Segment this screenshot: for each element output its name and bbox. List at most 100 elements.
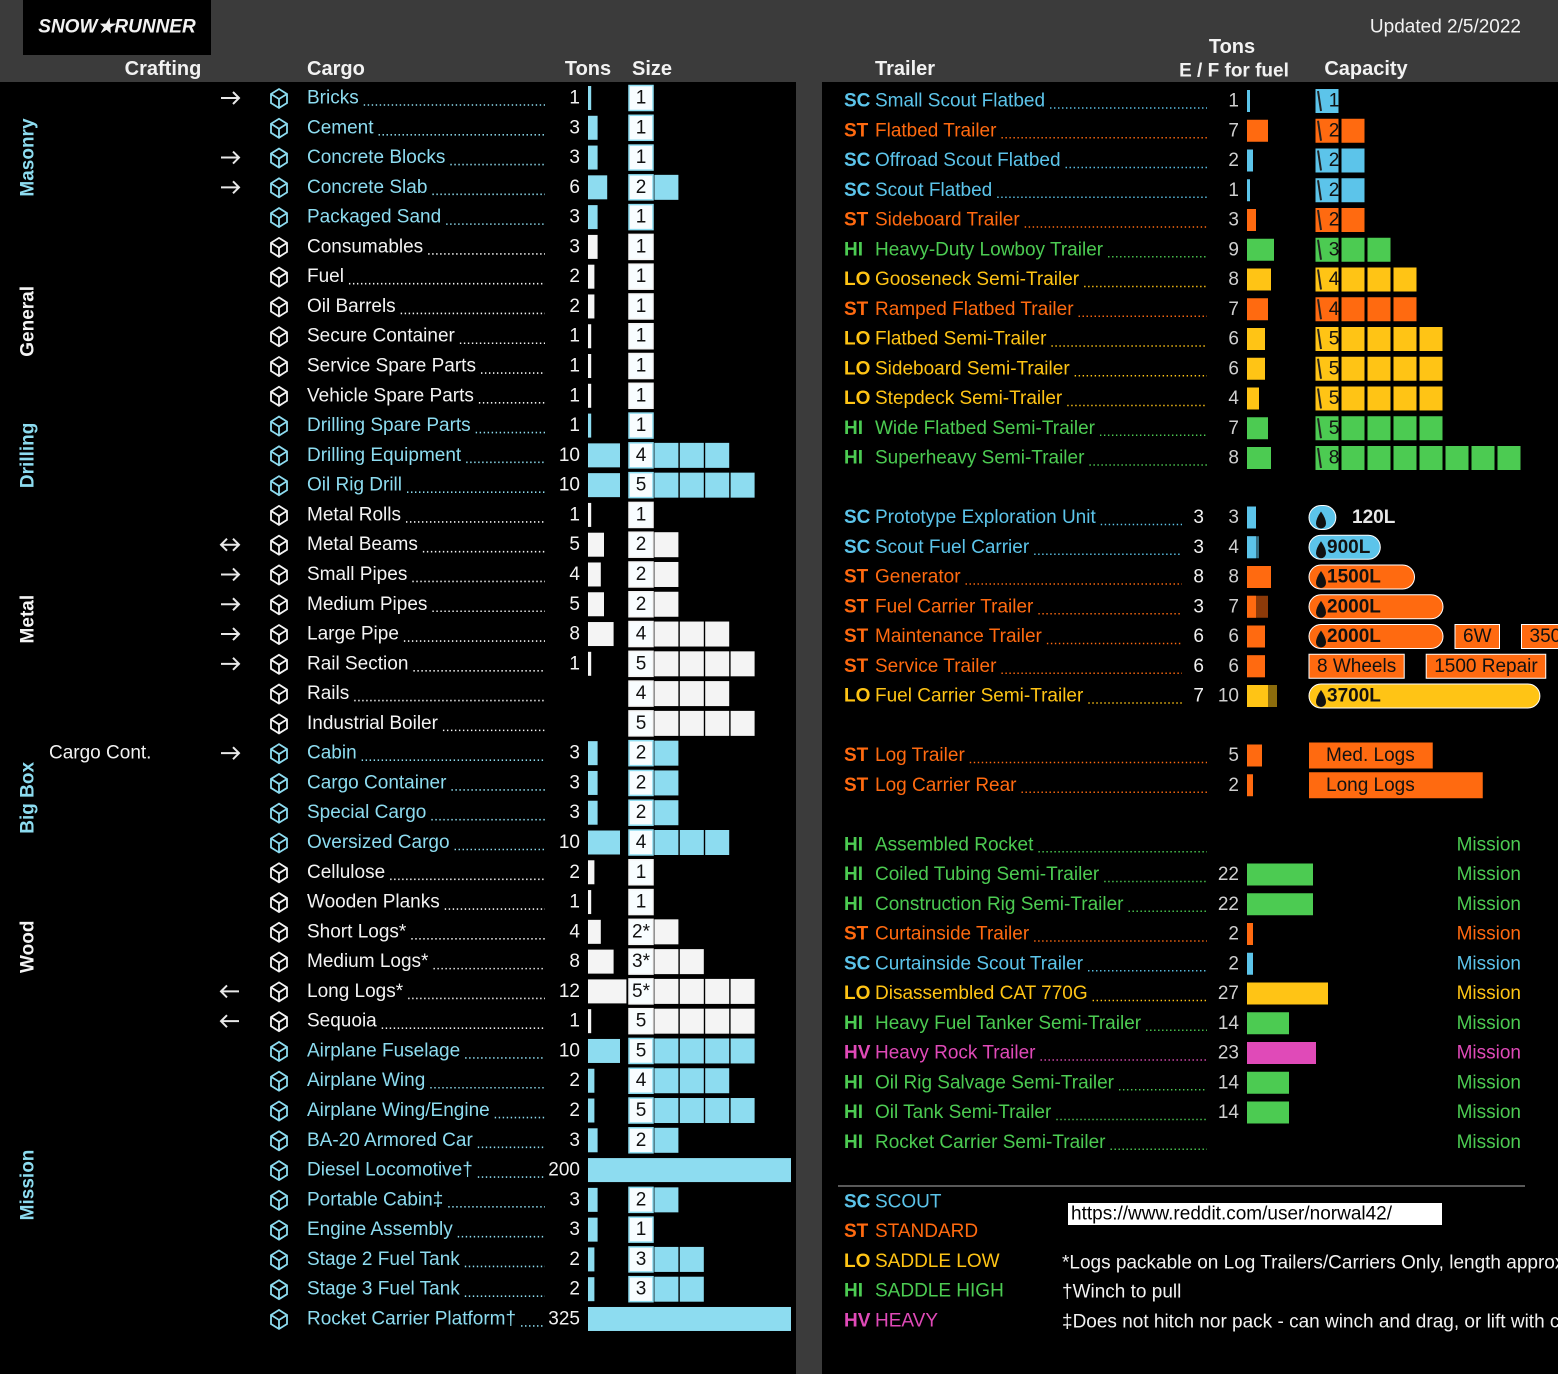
capacity-box: [1340, 385, 1366, 412]
capacity-box: [1392, 296, 1418, 323]
cargo-name: Oversized Cargo: [307, 832, 450, 853]
cargo-name: Wooden Planks: [307, 892, 440, 913]
trailer-name: Wide Flatbed Semi-Trailer: [875, 418, 1096, 439]
tons-bar: [1247, 268, 1271, 291]
empty-tons-bar: [1247, 655, 1265, 678]
cargo-icon: [270, 266, 288, 288]
fuel-drop: [1316, 630, 1326, 648]
trailer-name: Curtainside Scout Trailer: [875, 953, 1084, 974]
size-label: 1: [636, 266, 647, 287]
size-label: 1: [636, 147, 647, 168]
cargo-icon: [270, 981, 288, 1003]
tons-bar: [588, 205, 598, 230]
trailer-name: Stepdeck Semi-Trailer: [875, 388, 1063, 409]
size-box: [705, 1098, 730, 1124]
cargo-icon: [270, 504, 288, 526]
trailer-class: SC: [844, 180, 871, 201]
size-box: [654, 472, 679, 498]
cargo-name: Airplane Wing: [307, 1070, 425, 1091]
tons-bar: [588, 592, 604, 617]
size-box: [679, 681, 704, 707]
trailer-class: ST: [844, 567, 869, 588]
fuel-pill: [1308, 594, 1444, 620]
trailer-class: HI: [844, 1102, 863, 1123]
size-label: 2*: [632, 921, 651, 942]
capacity-label: 2: [1329, 150, 1340, 171]
capacity-box: [1340, 207, 1366, 233]
tons-bar: [588, 502, 592, 527]
tons-bar: [1247, 1012, 1289, 1035]
size-box: [679, 1038, 704, 1064]
size-box: [654, 770, 679, 796]
crafting-arrow: [221, 567, 241, 582]
capacity-note: Mission: [1457, 1102, 1521, 1123]
capacity-box: [1392, 445, 1418, 471]
size-box: [654, 1008, 679, 1034]
empty-tons: 3: [1193, 507, 1204, 528]
cargo-name: Vehicle Spare Parts: [307, 385, 474, 406]
capacity-stripe: [1317, 269, 1322, 290]
size-box: [654, 1276, 679, 1302]
size-label: 4: [636, 832, 647, 853]
cargo-name: Metal Beams: [307, 534, 418, 555]
size-box: [679, 1098, 704, 1124]
trailer-class: SC: [844, 953, 871, 974]
size-label: 1: [636, 385, 647, 406]
size-label: 4: [636, 445, 647, 466]
size-label: 2: [636, 1130, 647, 1151]
size-box: [628, 293, 654, 320]
capacity-note: Mission: [1457, 1072, 1521, 1093]
size-label: 1: [636, 117, 647, 138]
trailer-name: Heavy Rock Trailer: [875, 1043, 1036, 1064]
tons-bar: [588, 770, 598, 795]
extra-label: 1500 Repair: [1434, 656, 1538, 677]
trailer-class: HV: [844, 1043, 871, 1064]
tons-bar: [1247, 1071, 1289, 1094]
cargo-name: Industrial Boiler: [307, 713, 439, 734]
cargo-tons: 2: [569, 862, 580, 883]
size-label: 1: [636, 415, 647, 436]
trailer-class: LO: [844, 269, 870, 290]
trailer-tons: 7: [1228, 596, 1239, 617]
capacity-label: 3: [1329, 239, 1340, 260]
divider: [796, 0, 822, 1374]
size-box: [654, 1038, 679, 1064]
size-box: [730, 978, 755, 1004]
trailer-name: Oil Rig Salvage Semi-Trailer: [875, 1072, 1115, 1093]
legend-code: LO: [844, 1251, 870, 1272]
tons-bar: [588, 1128, 598, 1153]
cargo-name: BA-20 Armored Car: [307, 1130, 473, 1151]
capacity-note: Mission: [1457, 864, 1521, 885]
tons-bar: [588, 234, 598, 259]
cargo-icon: [270, 743, 288, 765]
cargo-tons: 10: [559, 1040, 580, 1061]
size-box: [628, 739, 654, 767]
empty-tons-bar: [1247, 566, 1271, 588]
trailer-name: Fuel Carrier Semi-Trailer: [875, 686, 1084, 707]
size-box: [628, 1007, 654, 1035]
url: https://www.reddit.com/user/norwal42/: [1071, 1204, 1393, 1225]
header-trailer: Trailer: [875, 58, 935, 80]
capacity-note: Mission: [1457, 1013, 1521, 1034]
size-box: [628, 1275, 654, 1303]
capacity-box: [1340, 117, 1366, 144]
trailer-tons: 8: [1228, 269, 1239, 290]
group-label: Wood: [18, 921, 39, 973]
capacity-box: [1366, 326, 1392, 352]
cargo-name: Long Logs*: [307, 981, 404, 1002]
size-box: [679, 1246, 704, 1272]
cargo-icon: [270, 147, 288, 169]
trailer-name: Coiled Tubing Semi-Trailer: [875, 864, 1100, 885]
cargo-tons: 12: [559, 981, 580, 1002]
size-box: [654, 442, 679, 468]
trailer-tons: 6: [1228, 656, 1239, 677]
size-box: [679, 651, 704, 677]
size-label: 5*: [632, 981, 651, 1002]
size-label: 1: [636, 504, 647, 525]
group-label: Big Box: [18, 762, 39, 834]
tons-bar: [588, 1217, 598, 1242]
cargo-tons: 2: [569, 296, 580, 317]
cargo-icon: [270, 87, 288, 110]
cargo-tons: 1: [569, 1011, 580, 1032]
capacity-stripe: [1317, 447, 1322, 469]
